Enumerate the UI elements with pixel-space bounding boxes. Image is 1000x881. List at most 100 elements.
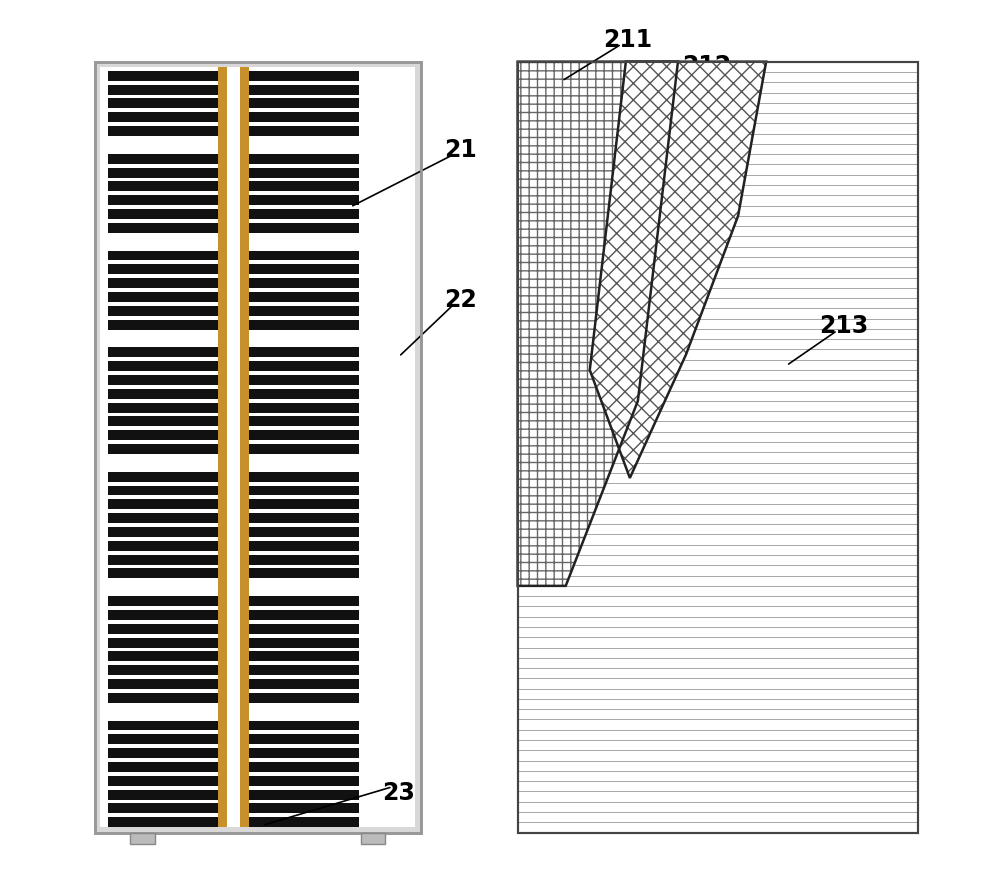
Bar — [108, 306, 218, 315]
Bar — [249, 789, 359, 800]
Bar — [249, 139, 359, 150]
Bar — [108, 679, 218, 689]
Bar — [249, 541, 359, 551]
Bar — [108, 361, 218, 371]
Text: 23: 23 — [382, 781, 415, 805]
Bar — [249, 620, 359, 624]
Bar — [249, 759, 359, 762]
Bar — [249, 610, 359, 620]
Bar — [108, 320, 218, 329]
Bar — [249, 329, 359, 334]
Bar — [249, 454, 359, 458]
Bar — [361, 833, 385, 844]
Bar — [108, 389, 218, 399]
Bar — [249, 426, 359, 430]
Bar — [249, 261, 359, 264]
Bar — [108, 776, 218, 786]
Bar — [108, 665, 218, 675]
Bar — [108, 458, 218, 468]
Bar — [249, 306, 359, 315]
Bar — [518, 62, 918, 833]
Bar — [108, 689, 218, 692]
Bar — [249, 430, 359, 440]
Bar — [249, 371, 359, 375]
Bar — [108, 440, 218, 444]
Bar — [108, 154, 218, 164]
Bar — [108, 620, 218, 624]
Bar — [249, 706, 359, 716]
Bar — [249, 237, 359, 247]
Bar — [108, 495, 218, 500]
Bar — [108, 164, 218, 167]
Bar — [249, 721, 359, 730]
Bar — [249, 219, 359, 223]
Bar — [108, 596, 218, 606]
Bar — [249, 665, 359, 675]
Bar — [249, 302, 359, 306]
Bar — [249, 581, 359, 592]
Bar — [108, 541, 218, 551]
Bar — [108, 471, 218, 482]
Polygon shape — [518, 62, 678, 586]
Bar — [249, 716, 359, 721]
Bar — [108, 706, 218, 716]
Bar — [249, 471, 359, 482]
Bar — [108, 150, 218, 154]
Bar — [108, 703, 218, 707]
Bar — [108, 624, 218, 633]
Bar — [108, 514, 218, 523]
Bar — [249, 776, 359, 786]
Bar — [95, 62, 421, 833]
Bar — [249, 624, 359, 633]
Bar — [108, 633, 218, 638]
Bar — [108, 537, 218, 541]
Bar — [108, 509, 218, 514]
Bar — [249, 735, 359, 744]
Bar — [108, 748, 218, 759]
Bar — [249, 140, 359, 150]
Bar — [108, 191, 218, 196]
Bar — [108, 762, 218, 772]
Bar — [108, 638, 218, 648]
Bar — [249, 482, 359, 485]
Bar — [249, 772, 359, 776]
Bar — [249, 181, 359, 191]
Bar — [108, 329, 218, 334]
Bar — [249, 662, 359, 665]
Text: 22: 22 — [444, 287, 477, 312]
Bar — [249, 527, 359, 537]
Bar — [249, 818, 359, 827]
Bar — [108, 385, 218, 389]
Bar — [249, 495, 359, 500]
Bar — [108, 485, 218, 495]
Bar — [249, 81, 359, 85]
Bar — [249, 358, 359, 361]
Bar — [249, 440, 359, 444]
Bar — [108, 122, 218, 126]
Bar — [249, 679, 359, 689]
Bar — [249, 568, 359, 579]
Bar — [249, 178, 359, 181]
Bar — [108, 468, 218, 471]
Bar — [108, 136, 218, 140]
Bar — [108, 108, 218, 112]
Bar — [249, 592, 359, 596]
Bar — [249, 648, 359, 651]
Bar — [249, 651, 359, 662]
Bar — [108, 274, 218, 278]
Bar — [249, 582, 359, 592]
Bar — [108, 772, 218, 776]
Bar — [249, 703, 359, 707]
Bar — [108, 610, 218, 620]
Bar — [108, 196, 218, 205]
Bar — [108, 813, 218, 818]
Bar — [249, 385, 359, 389]
Bar — [108, 675, 218, 679]
Bar — [249, 264, 359, 274]
Bar — [108, 209, 218, 219]
Bar — [249, 150, 359, 154]
Bar — [249, 122, 359, 126]
Bar — [108, 735, 218, 744]
Bar — [108, 579, 218, 582]
Bar — [108, 85, 218, 94]
